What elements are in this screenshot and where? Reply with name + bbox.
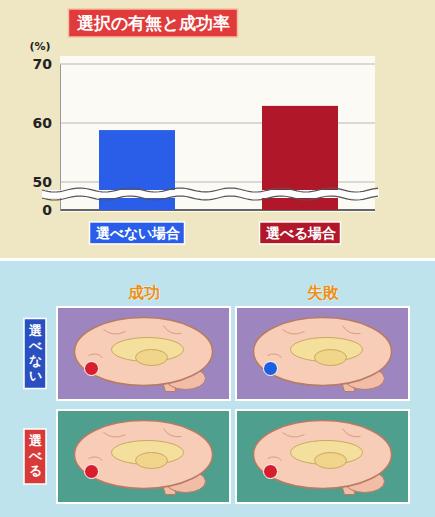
row-label: 選べる [28, 433, 43, 478]
row-label-char: べ [28, 448, 43, 463]
row-label-char: 選 [28, 433, 43, 448]
activity-dot [264, 465, 278, 479]
y-tick-label: 70 [33, 56, 53, 72]
y-tick: 70 [33, 56, 60, 72]
brain-cell [236, 410, 409, 503]
thalamus [136, 350, 168, 366]
y-tick: 0 [42, 202, 60, 218]
cell-background [236, 307, 409, 400]
x-tick-label: 選べない場合 [95, 225, 180, 241]
column-header: 失敗 [307, 283, 340, 302]
x-label-box [90, 222, 185, 244]
row-label-group: 選べない [24, 319, 46, 389]
x-tick-label: 選べる場合 [265, 225, 336, 241]
diagram-panel-background [0, 261, 435, 517]
title-box [69, 9, 238, 37]
thalamus [136, 453, 168, 469]
axis-break [42, 188, 379, 200]
y-tick: 50 [33, 174, 60, 190]
brain-cell [236, 307, 409, 400]
brain-cell [57, 410, 230, 503]
cerebrum [75, 421, 213, 489]
activity-dot [85, 362, 99, 376]
x-tick: 選べない場合 [90, 210, 185, 244]
brain-cell [57, 307, 230, 400]
chart-panel-background [0, 0, 435, 258]
thalamus [315, 350, 347, 366]
thalamus [315, 453, 347, 469]
title-group: 選択の有無と成功率 [69, 9, 238, 37]
row-label-char: べ [28, 338, 43, 353]
cell-background [57, 410, 230, 503]
x-tick: 選べる場合 [260, 210, 341, 244]
activity-dot [85, 465, 99, 479]
row-label-char: な [29, 353, 42, 368]
axis-break-line [42, 196, 378, 200]
y-axis-line [60, 65, 61, 211]
row-label-box [24, 319, 46, 389]
axis-break-line [42, 188, 378, 192]
cerebrum [254, 318, 392, 386]
y-axis-title: (%) [29, 40, 50, 53]
row-label: 選べない [28, 323, 43, 383]
x-label-box [260, 222, 341, 244]
cerebrum [254, 421, 392, 489]
y-tick-label: 0 [42, 202, 52, 218]
chart-title: 選択の有無と成功率 [77, 13, 230, 33]
row-label-group: 選べる [24, 429, 46, 484]
row-label-char: い [29, 368, 42, 383]
cerebrum [75, 318, 213, 386]
row-label-char: る [29, 463, 42, 478]
activity-dot [264, 362, 278, 376]
figure: 0506070選べない場合選べる場合(%)選択の有無と成功率成功失敗選べない選べ… [0, 0, 435, 517]
bar [99, 130, 175, 210]
row-label-char: 選 [28, 323, 43, 338]
grid-line [60, 64, 375, 65]
row-label-box [24, 429, 46, 484]
y-tick: 60 [33, 115, 60, 131]
x-axis: 選べない場合 選べる場合 [90, 210, 341, 244]
cell-background [236, 410, 409, 503]
column-header: 成功 [127, 283, 160, 302]
cell-background [57, 307, 230, 400]
y-tick-label: 60 [33, 115, 53, 131]
y-tick-label: 50 [33, 174, 53, 190]
